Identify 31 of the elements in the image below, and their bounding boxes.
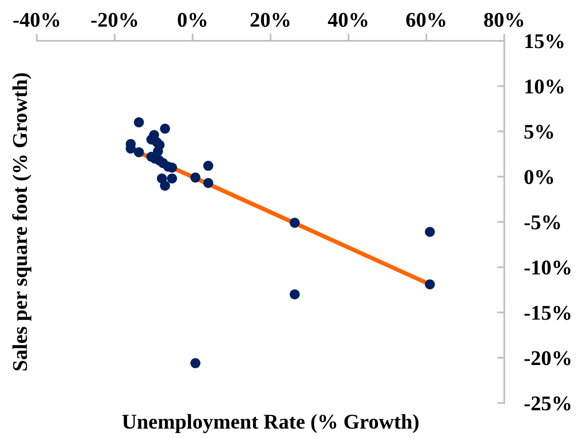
x-tick-label: 80% [484,12,524,27]
y-tick-label: -10% [524,260,570,275]
y-axis-title: Sales per square foot (% Growth) [12,73,32,370]
y-tick-label: 15% [525,34,564,48]
x-tick-label: 0% [178,12,206,27]
x-tick-label: 20% [250,12,290,27]
y-tick-label: -25% [524,396,570,411]
y-tick-label: -20% [524,351,570,366]
point [290,218,300,228]
point [190,172,200,183]
x-tick-label: 40% [328,12,368,27]
point [160,180,170,191]
point [424,226,435,237]
x-axis-title: Unemployment Rate (% Growth) [122,414,418,434]
point [134,117,144,128]
point [424,279,435,290]
point [203,160,214,171]
point [203,178,214,188]
point [190,358,200,368]
point [167,173,178,184]
point [160,124,170,134]
y-tick-label: -5% [524,215,560,230]
point [134,147,144,158]
point [290,289,300,300]
y-tick-label: 0% [524,170,554,184]
y-tick-label: 10% [525,79,564,94]
y-tick-label: -15% [524,306,570,320]
x-tick-label: -40% [13,12,60,27]
x-tick-label: -20% [91,12,138,27]
y-tick-label: 5% [524,124,554,139]
x-tick-label: 60% [406,12,446,27]
